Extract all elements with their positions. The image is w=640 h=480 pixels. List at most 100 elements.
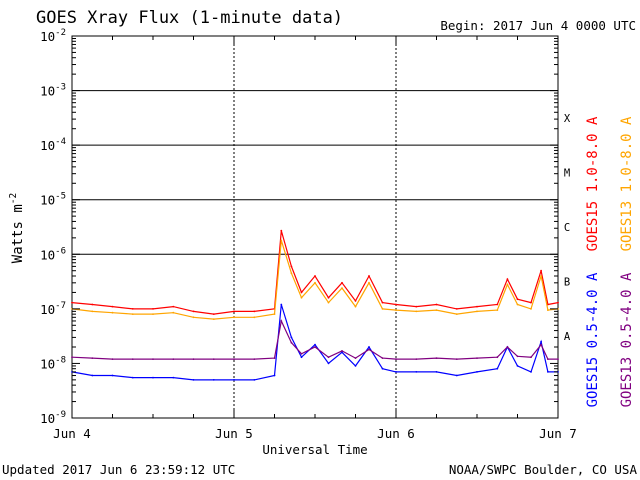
- series-4-point: [368, 348, 370, 351]
- series-1-point: [253, 310, 256, 313]
- flare-class-M: M: [564, 167, 570, 179]
- series-4-point: [253, 358, 256, 360]
- series-2-point: [131, 313, 134, 315]
- series-2-point: [341, 287, 343, 289]
- y-tick-labels: 10-9 10-8 10-7 10-6 10-5 10-4 10-3 10-2: [40, 28, 66, 426]
- series-2-point: [506, 283, 509, 286]
- legend-entry-3: GOES15 0.5-4.0 A: [585, 272, 601, 407]
- series-2-point: [300, 296, 303, 299]
- series-2-point: [233, 316, 235, 319]
- series-4-point: [280, 320, 283, 322]
- series-3-point: [368, 346, 370, 348]
- y-axis-label: Watts m-2: [8, 193, 26, 263]
- series-4-point: [152, 358, 154, 360]
- series-4-point: [91, 357, 94, 359]
- series-1-point: [314, 275, 316, 277]
- series-4-point: [192, 358, 195, 360]
- y-axis-label-text: Watts m: [10, 204, 26, 263]
- series-2-point: [547, 309, 549, 311]
- series-3-point: [327, 362, 330, 365]
- series-1-point: [506, 278, 509, 281]
- series-4-point: [131, 358, 134, 360]
- x-tick-labels: Jun 4 Jun 5 Jun 6 Jun 7: [53, 426, 577, 441]
- flare-class-X: X: [564, 113, 571, 125]
- series-3-point: [300, 356, 303, 359]
- series-3-point: [212, 379, 215, 381]
- y-tick-label: 10-9: [40, 410, 66, 426]
- series-3-point: [172, 376, 175, 379]
- series-1-point: [131, 308, 134, 310]
- series-1-point: [395, 303, 397, 306]
- series-2-point: [435, 309, 438, 311]
- series-2-point: [415, 310, 418, 313]
- series-3-point: [415, 371, 418, 373]
- series-3-point: [435, 371, 438, 373]
- series-3-point: [152, 376, 154, 379]
- series-4-point: [415, 358, 418, 360]
- series-4-point: [233, 358, 235, 360]
- series-2-point: [496, 309, 499, 311]
- series-line-1: [71, 230, 559, 315]
- series-1-point: [415, 305, 418, 308]
- series-1-point: [290, 265, 293, 268]
- series-4-point: [557, 358, 559, 360]
- x-axis-label: Universal Time: [262, 442, 367, 457]
- series-2-point: [253, 316, 256, 319]
- series-2-point: [172, 311, 175, 314]
- series-1-point: [192, 310, 195, 313]
- series-4-point: [327, 356, 330, 359]
- series-line-2: [71, 240, 559, 320]
- flare-class-labels: X M C B A: [564, 113, 571, 343]
- x-tick-label: Jun 4: [53, 426, 91, 441]
- series-4-point: [506, 346, 509, 348]
- series-2-point: [91, 310, 94, 313]
- series-4-point: [435, 357, 438, 359]
- series-2-point: [530, 308, 532, 310]
- series-2-point: [395, 309, 397, 311]
- series-3-point: [395, 371, 397, 373]
- series-4-point: [273, 357, 276, 359]
- series-1-point: [540, 269, 542, 272]
- series-3-point: [476, 371, 478, 373]
- source-credit: NOAA/SWPC Boulder, CO USA: [449, 462, 638, 477]
- y-tick-label: 10-2: [40, 28, 66, 44]
- series-1-point: [368, 275, 370, 277]
- y-tick-label: 10-3: [40, 83, 66, 99]
- x-tick-label: Jun 6: [377, 426, 415, 441]
- y-tick-label: 10-7: [40, 301, 66, 317]
- series-1-point: [557, 301, 559, 304]
- x-tick-label: Jun 7: [539, 426, 577, 441]
- series-2-point: [314, 281, 316, 284]
- series-1-point: [381, 301, 384, 304]
- series-1-point: [516, 298, 519, 301]
- legend: GOES15 1.0-8.0 A GOES13 1.0-8.0 A GOES15 0…: [585, 116, 635, 407]
- series-1-point: [111, 305, 114, 308]
- series-3-point: [381, 367, 384, 370]
- plot-area: [71, 35, 559, 419]
- series-2-point: [152, 313, 154, 315]
- series-2-point: [516, 303, 519, 306]
- y-tick-label: 10-6: [40, 246, 66, 262]
- series-3-point: [530, 371, 532, 373]
- series-4-point: [455, 358, 458, 360]
- series-1-point: [71, 301, 73, 304]
- series-4-point: [300, 352, 303, 355]
- series-4-point: [540, 343, 542, 346]
- series-4-point: [476, 357, 478, 359]
- series-3-point: [131, 376, 134, 379]
- series-1-point: [476, 305, 478, 308]
- y-axis-label-exponent: -2: [8, 193, 19, 204]
- series-4-point: [290, 341, 293, 344]
- series-2-point: [192, 316, 195, 319]
- series-1-point: [455, 308, 458, 310]
- series-1-point: [152, 308, 154, 310]
- y-tick-label: 10-4: [40, 137, 66, 153]
- series-3-point: [290, 336, 293, 339]
- series-4-point: [172, 358, 175, 360]
- series-2-point: [455, 313, 458, 315]
- series-2-point: [381, 308, 384, 310]
- series-2-point: [327, 301, 330, 304]
- series-line-3: [71, 304, 558, 381]
- updated-timestamp: Updated 2017 Jun 6 23:59:12 UTC: [2, 462, 235, 477]
